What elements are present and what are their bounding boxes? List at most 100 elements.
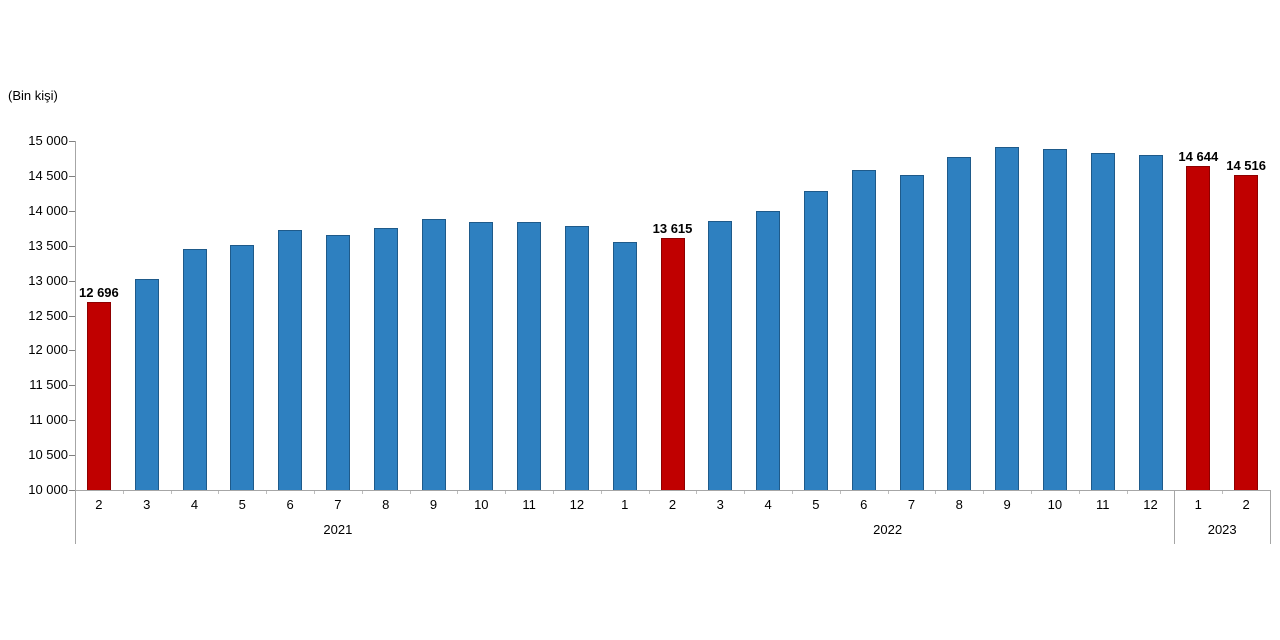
category-tick	[935, 491, 937, 494]
category-tick	[266, 491, 268, 494]
x-tick-month-label: 9	[429, 497, 438, 512]
category-tick	[648, 491, 650, 494]
bar-2021-2	[86, 301, 111, 490]
category-tick	[409, 491, 411, 494]
bar-2022-1	[612, 242, 637, 490]
bar-2022-6	[851, 169, 876, 490]
bar-value-label: 14 644	[1178, 148, 1219, 164]
y-tick-label: 11 000	[29, 412, 68, 428]
y-tick-label: 12 500	[28, 307, 68, 323]
category-tick	[887, 491, 889, 494]
x-tick-month-label: 12	[569, 497, 585, 512]
x-tick-month-label: 5	[812, 497, 820, 512]
category-tick	[1222, 491, 1224, 494]
bar-2023-2	[1234, 174, 1259, 490]
y-tick-mark	[69, 385, 75, 387]
y-tick-mark	[69, 141, 75, 142]
x-tick-month-label: 1	[621, 497, 629, 512]
x-tick-month-label: 6	[860, 497, 868, 512]
y-axis-unit-label: (Bin kişi)	[8, 88, 58, 103]
bar-2021-8	[373, 227, 398, 490]
bar-2021-9	[421, 218, 446, 490]
bar-2022-5	[803, 190, 828, 490]
category-tick	[1126, 491, 1128, 494]
bar-2022-4	[756, 211, 781, 490]
x-tick-month-label: 8	[955, 497, 963, 512]
category-tick	[696, 491, 698, 494]
bar-value-label: 13 615	[652, 220, 693, 236]
bar-2021-7	[325, 235, 350, 490]
category-tick	[1078, 491, 1080, 494]
x-tick-month-label: 9	[1003, 497, 1011, 512]
bar-2022-9	[995, 147, 1020, 490]
y-tick-label: 14 000	[28, 202, 68, 218]
y-tick-label: 10 000	[28, 482, 68, 497]
category-tick	[218, 491, 220, 494]
y-tick-label: 15 000	[28, 133, 68, 148]
year-group-divider	[1270, 490, 1271, 544]
bar-2022-12	[1138, 155, 1163, 490]
bar-2021-11	[517, 221, 542, 490]
y-tick-label: 11 500	[29, 377, 68, 393]
bar-value-label: 14 516	[1226, 157, 1266, 173]
bar-2021-5	[230, 245, 255, 490]
y-tick-mark	[69, 315, 75, 317]
category-tick	[553, 491, 554, 494]
y-tick-mark	[69, 420, 75, 422]
x-tick-month-label: 10	[474, 497, 489, 512]
x-axis-line	[75, 490, 1270, 491]
x-tick-month-label: 2	[668, 497, 677, 512]
y-tick-mark	[69, 280, 75, 282]
y-tick-mark	[69, 245, 75, 247]
bar-2022-8	[947, 157, 972, 490]
x-axis-year-label-2021: 2021	[323, 522, 353, 537]
bar-2022-2	[660, 237, 685, 490]
category-tick	[983, 491, 985, 494]
x-tick-month-label: 11	[1095, 497, 1110, 512]
x-tick-month-label: 4	[190, 497, 199, 512]
x-tick-month-label: 2	[95, 497, 103, 512]
bar-2021-4	[182, 249, 207, 490]
y-tick-label: 13 500	[28, 237, 68, 253]
category-tick	[314, 491, 315, 494]
bar-2021-6	[278, 230, 303, 490]
x-axis-year-label-2023: 2023	[1207, 522, 1237, 537]
x-tick-month-label: 7	[334, 497, 342, 512]
y-tick-label: 13 000	[28, 272, 68, 288]
x-tick-month-label: 11	[522, 497, 536, 512]
category-tick	[1031, 491, 1032, 494]
x-axis-year-label-2022: 2022	[873, 522, 903, 537]
bar-2023-1	[1186, 165, 1211, 490]
bar-2022-10	[1042, 149, 1067, 490]
year-group-divider	[75, 490, 76, 544]
category-tick	[505, 491, 507, 494]
x-tick-month-label: 5	[238, 497, 246, 512]
category-tick	[600, 491, 602, 494]
y-tick-mark	[69, 490, 75, 491]
category-tick	[457, 491, 459, 494]
y-tick-label: 14 500	[28, 167, 68, 183]
x-tick-month-label: 6	[286, 497, 294, 512]
y-tick-mark	[69, 175, 75, 177]
bar-2022-11	[1090, 152, 1115, 490]
bar-2022-7	[899, 174, 924, 490]
x-tick-month-label: 8	[382, 497, 390, 512]
x-tick-month-label: 7	[907, 497, 916, 512]
category-tick	[792, 491, 793, 494]
category-tick	[744, 491, 746, 494]
y-tick-label: 10 500	[28, 447, 68, 463]
year-group-divider	[1174, 490, 1176, 544]
x-tick-month-label: 3	[143, 497, 151, 512]
y-axis-line	[75, 141, 76, 490]
x-tick-month-label: 12	[1143, 497, 1158, 512]
category-tick	[122, 491, 124, 494]
bar-2021-3	[134, 279, 159, 490]
y-tick-mark	[69, 350, 75, 352]
bar-2021-10	[469, 222, 494, 490]
category-tick	[361, 491, 363, 494]
y-tick-mark	[69, 210, 75, 212]
category-tick	[839, 491, 841, 494]
bar-2021-12	[564, 226, 589, 490]
category-tick	[170, 491, 172, 494]
